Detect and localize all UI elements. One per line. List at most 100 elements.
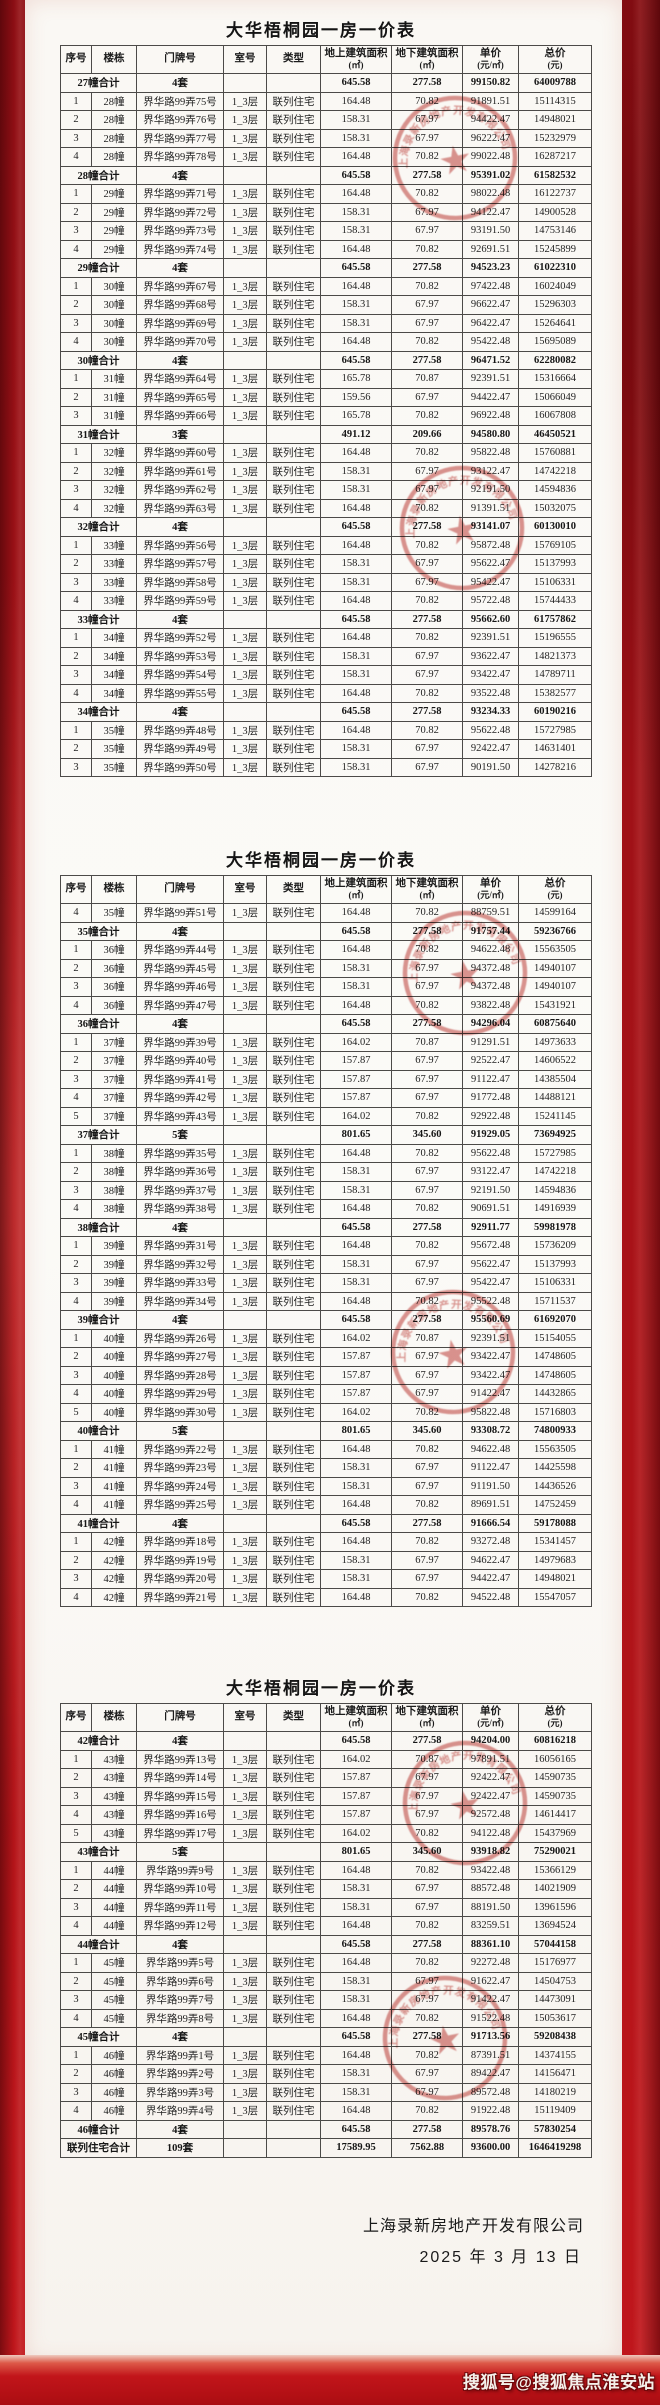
cell: 4 (60, 683, 92, 703)
cell: 1 (60, 940, 92, 960)
cell: 15264641 (518, 313, 592, 333)
cell: 2 (60, 1162, 92, 1182)
cell: 联列住宅 (266, 1051, 321, 1071)
cell: 界华路99弄37号 (136, 1180, 224, 1200)
cell: 联列住宅 (266, 1953, 321, 1973)
cell: 15769105 (518, 535, 592, 555)
table-row: 3 33幢 界华路99弄58号 1_3层 联列住宅 158.31 67.97 95422.47… (60, 572, 592, 592)
cell (223, 258, 267, 278)
cell: 37幢 (91, 1088, 137, 1108)
cell: 39幢 (91, 1273, 137, 1293)
cell: 1 (60, 1143, 92, 1163)
cell: 92391.51 (462, 628, 519, 648)
cell: 38幢 (91, 1180, 137, 1200)
cell: 3 (60, 221, 92, 241)
cell: 67.97 (391, 461, 463, 481)
cell: 93122.47 (462, 461, 519, 481)
page-title: 大华梧桐园一房一价表 (226, 1679, 416, 1698)
cell: 277.58 (391, 1513, 463, 1533)
cell: 界华路99弄71号 (136, 184, 224, 204)
cell: 1_3层 (223, 1106, 267, 1126)
page-title: 大华梧桐园一房一价表 (226, 21, 416, 40)
cell: 界华路99弄28号 (136, 1365, 224, 1385)
cell: 277.58 (391, 1934, 463, 1954)
cell: 界华路99弄11号 (136, 1897, 224, 1917)
cell: 1_3层 (223, 1199, 267, 1219)
cell: 1_3层 (223, 1347, 267, 1367)
cell: 44幢合计 (60, 1934, 137, 1954)
cell: 70.82 (391, 1291, 463, 1311)
cell: 3 (60, 1069, 92, 1089)
cell: 界华路99弄75号 (136, 91, 224, 111)
cell: 67.97 (391, 1879, 463, 1899)
cell: 界华路99弄2号 (136, 2064, 224, 2084)
cell: 67.97 (391, 958, 463, 978)
cell: 界华路99弄5号 (136, 1953, 224, 1973)
table-row: 2 43幢 界华路99弄14号 1_3层 联列住宅 157.87 67.97 92422.47… (60, 1768, 592, 1788)
cell: 15137993 (518, 1254, 592, 1274)
cell: 91922.48 (462, 2101, 519, 2121)
cell: 2 (60, 202, 92, 222)
table-header: 序号 楼栋 门牌号 室号 类型 地上建筑面积 (㎡) 地下建筑面积 (㎡) 单价 (元/㎡) 总价 (元… (60, 875, 592, 904)
cell: 15196555 (518, 628, 592, 648)
cell: 1 (60, 1749, 92, 1769)
summary-row: 40幢合计 5套 801.65 345.60 93308.72 74800933 (60, 1421, 592, 1441)
cell: 164.02 (320, 1328, 392, 1348)
cell: 277.58 (391, 702, 463, 722)
table-row: 4 38幢 界华路99弄38号 1_3层 联列住宅 164.48 70.82 90691.51… (60, 1199, 592, 1219)
cell: 界华路99弄33号 (136, 1273, 224, 1293)
cell: 联列住宅 (266, 1199, 321, 1219)
cell: 15744433 (518, 591, 592, 611)
cell: 157.87 (320, 1069, 392, 1089)
cell: 164.48 (320, 940, 392, 960)
cell: 41幢 (91, 1476, 137, 1496)
table-row: 4 30幢 界华路99弄70号 1_3层 联列住宅 164.48 70.82 95422.48… (60, 332, 592, 352)
cell: 67.97 (391, 1365, 463, 1385)
cell: 67.97 (391, 1786, 463, 1806)
cell: 1_3层 (223, 184, 267, 204)
cell: 645.58 (320, 350, 392, 370)
cell: 70.82 (391, 239, 463, 259)
cell: 1_3层 (223, 1273, 267, 1293)
cell: 158.31 (320, 2064, 392, 2084)
cell: 801.65 (320, 1421, 392, 1441)
header-row: 序号 楼栋 门牌号 室号 类型 地上建筑面积 (㎡) 地下建筑面积 (㎡) 单价 (元/㎡) 总价 (元… (60, 45, 592, 74)
cell: 14436526 (518, 1476, 592, 1496)
cell: 1_3层 (223, 683, 267, 703)
cell: 99150.82 (462, 73, 519, 93)
cell: 801.65 (320, 1842, 392, 1862)
cell: 70.82 (391, 1916, 463, 1936)
col-header-5: 地上建筑面积 (㎡) (320, 1703, 392, 1732)
table-row: 3 39幢 界华路99弄33号 1_3层 联列住宅 158.31 67.97 95422.47… (60, 1273, 592, 1293)
cell: 4套 (136, 1513, 224, 1533)
cell: 界华路99弄59号 (136, 591, 224, 611)
cell: 1 (60, 2045, 92, 2065)
table-row: 1 30幢 界华路99弄67号 1_3层 联列住宅 164.48 70.82 97422.48… (60, 276, 592, 296)
header-row: 序号 楼栋 门牌号 室号 类型 地上建筑面积 (㎡) 地下建筑面积 (㎡) 单价 (元/㎡) 总价 (元… (60, 875, 592, 904)
cell: 165.78 (320, 369, 392, 389)
cell: 1 (60, 535, 92, 555)
cell: 联列住宅 (266, 1328, 321, 1348)
col-header-8: 总价 (元) (518, 875, 592, 904)
cell: 联列住宅 (266, 1768, 321, 1788)
cell: 14742218 (518, 461, 592, 481)
cell: 界华路99弄55号 (136, 683, 224, 703)
cell: 33幢 (91, 572, 137, 592)
cell: 43幢 (91, 1749, 137, 1769)
cell: 41幢 (91, 1458, 137, 1478)
cell: 67.97 (391, 1550, 463, 1570)
cell: 1_3层 (223, 1254, 267, 1274)
cell: 1_3层 (223, 1749, 267, 1769)
cell: 32幢 (91, 480, 137, 500)
cell: 67.97 (391, 128, 463, 148)
cell: 157.87 (320, 1768, 392, 1788)
cell: 70.82 (391, 1106, 463, 1126)
table-row: 2 40幢 界华路99弄27号 1_3层 联列住宅 157.87 67.97 93422.47… (60, 1347, 592, 1367)
cell: 94422.47 (462, 387, 519, 407)
cell: 1_3层 (223, 1823, 267, 1843)
table-row: 1 39幢 界华路99弄31号 1_3层 联列住宅 164.48 70.82 95672.48… (60, 1236, 592, 1256)
cell: 2 (60, 110, 92, 130)
cell: 92522.47 (462, 1051, 519, 1071)
cell: 1_3层 (223, 1143, 267, 1163)
cell: 158.31 (320, 1254, 392, 1274)
